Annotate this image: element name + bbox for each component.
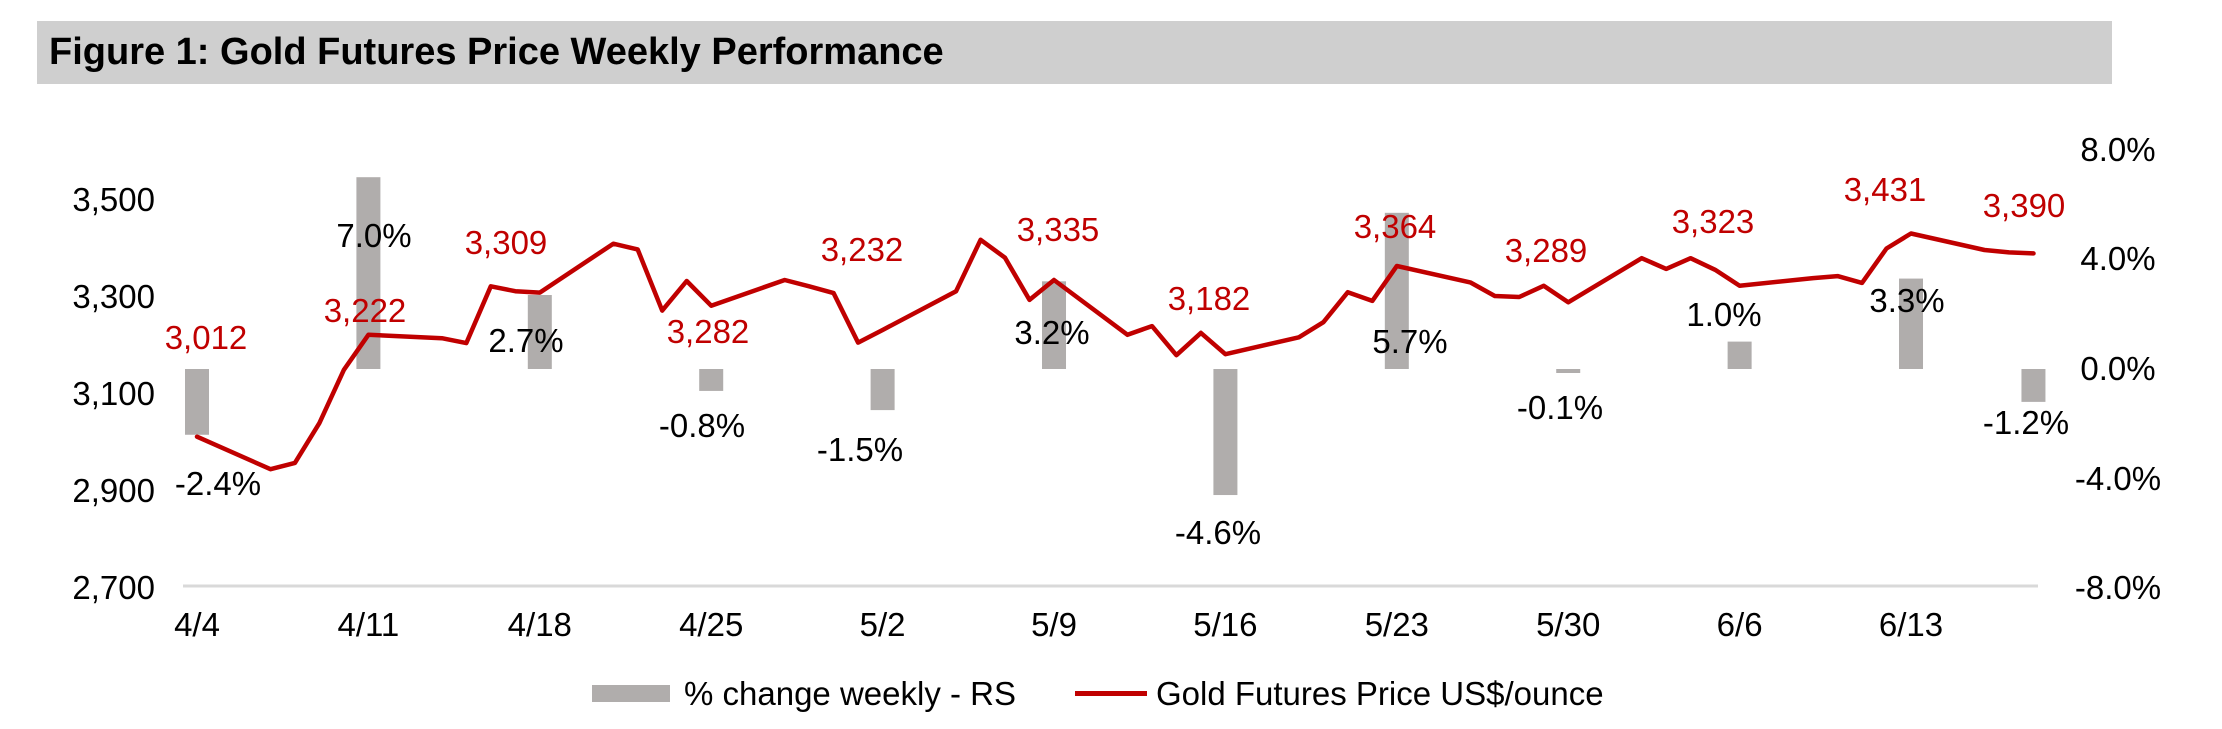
x-axis-tick: 5/9 <box>1031 606 1077 643</box>
price-data-label: 3,012 <box>164 319 248 356</box>
y-axis-right-tick: -8.0% <box>2074 569 2162 607</box>
x-axis-tick: 5/2 <box>859 606 906 643</box>
price-data-label: 3,222 <box>323 292 407 329</box>
y-axis-left-tick: 3,300 <box>72 278 155 315</box>
x-axis-tick: 4/4 <box>174 606 220 643</box>
weekly-change-bar <box>1556 369 1581 373</box>
price-data-label: 3,335 <box>1016 211 1100 248</box>
y-axis-right-tick: 4.0% <box>2080 240 2156 278</box>
weekly-change-bar <box>185 369 209 435</box>
weekly-change-bar <box>527 295 552 369</box>
pct-data-label: -1.2% <box>1982 404 2070 441</box>
price-data-label: 3,282 <box>666 313 750 350</box>
legend-line-swatch <box>1075 691 1147 696</box>
x-axis-tick: 6/6 <box>1716 606 1763 643</box>
pct-data-label: 3.2% <box>1014 314 1090 351</box>
x-axis-tick: 5/30 <box>1536 606 1601 643</box>
legend-label-bars: % change weekly - RS <box>684 675 1016 712</box>
x-axis-tick: 5/16 <box>1193 606 1258 643</box>
weekly-change-bar <box>1727 341 1752 369</box>
price-data-label: 3,232 <box>820 231 904 268</box>
pct-data-label: 5.7% <box>1372 323 1448 360</box>
price-data-label: 3,182 <box>1167 280 1251 317</box>
weekly-change-bar <box>1213 369 1238 496</box>
y-axis-right-tick: -4.0% <box>2074 459 2162 497</box>
y-axis-left-tick: 3,100 <box>72 375 155 412</box>
price-data-label: 3,309 <box>464 224 548 261</box>
pct-data-label: -0.8% <box>658 407 746 444</box>
y-axis-right-tick: 0.0% <box>2080 350 2156 387</box>
figure-title-bar: Figure 1: Gold Futures Price Weekly Perf… <box>37 21 2112 84</box>
weekly-change-bar <box>1899 278 1924 369</box>
legend-bar-swatch <box>592 685 670 702</box>
x-axis-tick: 4/18 <box>507 606 572 643</box>
legend-label-line: Gold Futures Price US$/ounce <box>1156 675 1604 712</box>
price-data-label: 3,289 <box>1504 232 1588 269</box>
y-axis-left-tick: 2,700 <box>72 569 155 606</box>
weekly-change-bar <box>1042 281 1067 369</box>
price-data-label: 3,323 <box>1671 203 1755 240</box>
price-line <box>194 231 2036 472</box>
pct-data-label: -4.6% <box>1174 514 1262 551</box>
weekly-change-bar <box>2021 369 2046 402</box>
weekly-change-bar <box>870 369 895 411</box>
pct-data-label: -1.5% <box>816 431 904 468</box>
y-axis-left-tick: 3,500 <box>72 181 155 218</box>
weekly-change-bar <box>1384 212 1409 369</box>
pct-data-label: 2.7% <box>488 322 564 359</box>
weekly-change-bar <box>356 177 381 369</box>
x-axis-tick: 5/23 <box>1364 606 1429 643</box>
price-data-label: 3,390 <box>1982 187 2066 224</box>
pct-data-label: 7.0% <box>336 217 412 254</box>
x-axis-tick: 4/11 <box>337 606 400 643</box>
pct-data-label: 3.3% <box>1869 282 1945 319</box>
x-axis-tick: 4/25 <box>679 606 744 643</box>
pct-data-label: -2.4% <box>174 465 262 502</box>
price-data-label: 3,364 <box>1353 208 1437 245</box>
pct-data-label: -0.1% <box>1516 389 1604 426</box>
weekly-change-bar <box>699 369 724 391</box>
pct-data-label: 1.0% <box>1686 296 1762 333</box>
y-axis-left-tick: 2,900 <box>72 472 155 509</box>
price-data-label: 3,431 <box>1843 171 1927 208</box>
x-axis-tick: 6/13 <box>1878 606 1944 643</box>
y-axis-right-tick: 8.0% <box>2080 130 2156 168</box>
figure-title: Figure 1: Gold Futures Price Weekly Perf… <box>49 31 944 73</box>
